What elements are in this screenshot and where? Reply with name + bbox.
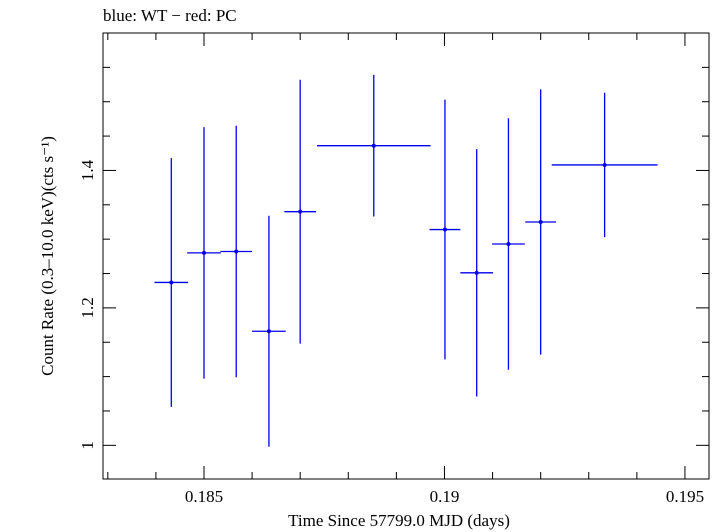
point-marker — [474, 270, 479, 275]
data-point — [252, 215, 286, 447]
data-point — [429, 99, 461, 360]
chart-title: blue: WT − red: PC — [103, 6, 237, 25]
data-point — [525, 89, 557, 355]
x-tick-label: 0.19 — [430, 487, 460, 506]
x-axis-ticks: 0.185 0.19 0.195 — [107, 33, 704, 506]
data-point — [154, 158, 189, 407]
point-marker — [506, 241, 511, 246]
y-axis-label: Count Rate (0.3–10.0 keV)(cts s⁻¹) — [38, 136, 57, 376]
data-point — [317, 74, 431, 217]
point-marker — [298, 209, 303, 214]
point-marker — [442, 227, 447, 232]
point-marker — [266, 329, 271, 334]
y-tick-label: 1.2 — [78, 297, 97, 318]
point-marker — [202, 250, 206, 255]
data-point — [284, 79, 317, 344]
data-point — [220, 125, 253, 378]
y-tick-label: 1.4 — [78, 159, 97, 181]
data-points — [154, 74, 658, 447]
y-tick-label: 1 — [78, 441, 97, 450]
x-axis-label: Time Since 57799.0 MJD (days) — [288, 511, 510, 530]
plot-frame — [102, 32, 710, 480]
data-point — [187, 127, 221, 379]
point-marker — [371, 143, 376, 148]
data-point — [460, 149, 494, 397]
data-point — [492, 118, 525, 370]
data-point — [551, 92, 658, 238]
y-axis-ticks: 1 1.2 1.4 — [78, 32, 709, 450]
x-tick-label: 0.185 — [185, 487, 223, 506]
point-marker — [234, 249, 239, 254]
point-marker — [169, 280, 174, 285]
x-tick-label: 0.195 — [666, 487, 704, 506]
point-marker — [602, 162, 607, 167]
point-marker — [538, 219, 543, 224]
